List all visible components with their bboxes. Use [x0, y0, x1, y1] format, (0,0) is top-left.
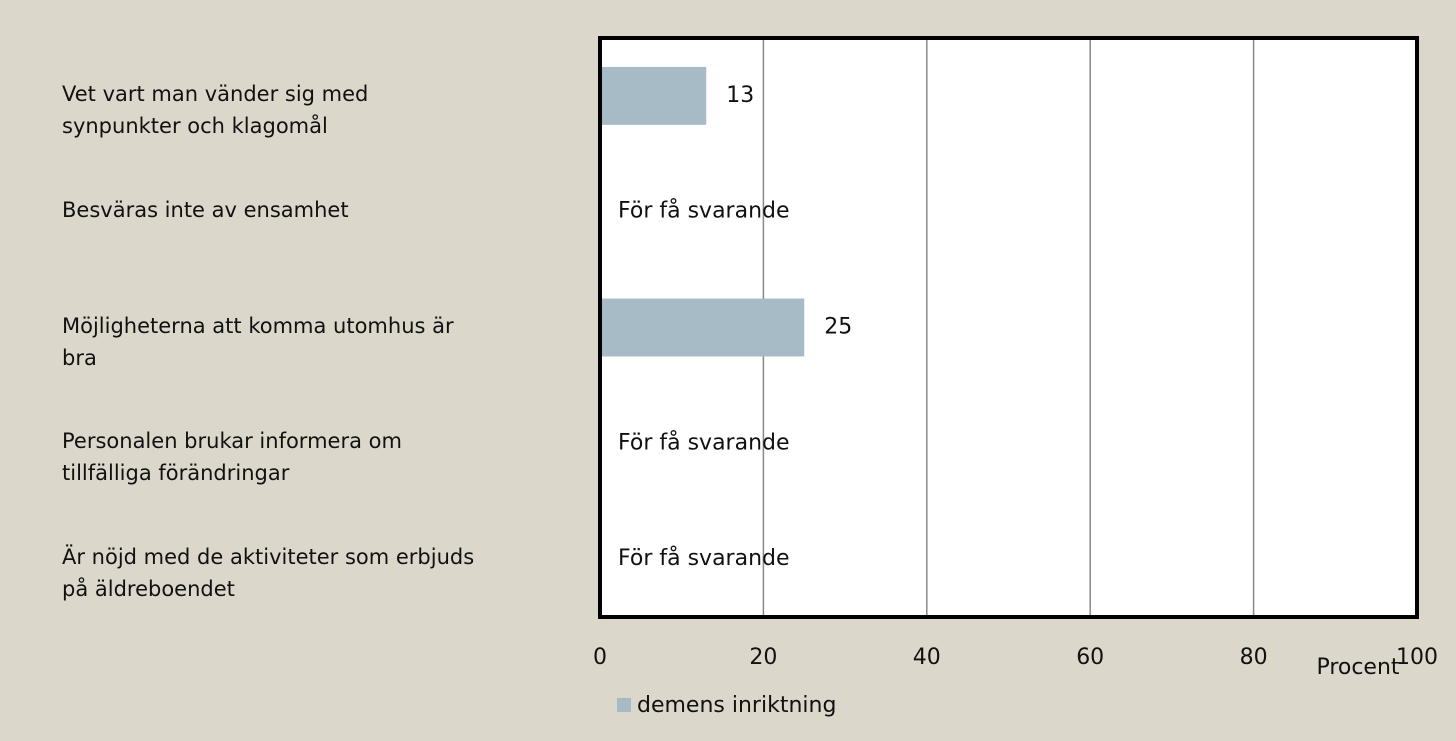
annotation: För få svarande: [618, 429, 790, 455]
data-label: 13: [726, 83, 754, 108]
annotation: För få svarande: [618, 545, 790, 571]
x-tick-label: 80: [1240, 645, 1268, 670]
x-axis-label: Procent: [1316, 655, 1399, 680]
annotation: För få svarande: [618, 198, 790, 224]
plot-border: [598, 36, 1419, 619]
legend-swatch: [617, 698, 631, 712]
x-tick-label: 20: [749, 645, 777, 670]
bar: [600, 66, 707, 125]
category-label: Är nöjd med de aktiviteter som erbjuds p…: [62, 545, 475, 602]
x-tick-label: 40: [913, 645, 941, 670]
x-tick-label: 60: [1076, 645, 1104, 670]
legend-label: demens inriktning: [637, 693, 836, 718]
x-tick-label: 0: [593, 645, 607, 670]
x-tick-label: 100: [1396, 645, 1438, 670]
category-label: Möjligheterna att komma utomhus är bra: [62, 313, 454, 370]
bar: [600, 298, 805, 357]
category-label: Vet vart man vänder sig med synpunkter o…: [62, 81, 369, 138]
category-label: Besväras inte av ensamhet: [62, 197, 349, 222]
data-label: 25: [824, 315, 852, 340]
category-label: Personalen brukar informera om tillfälli…: [62, 429, 402, 486]
